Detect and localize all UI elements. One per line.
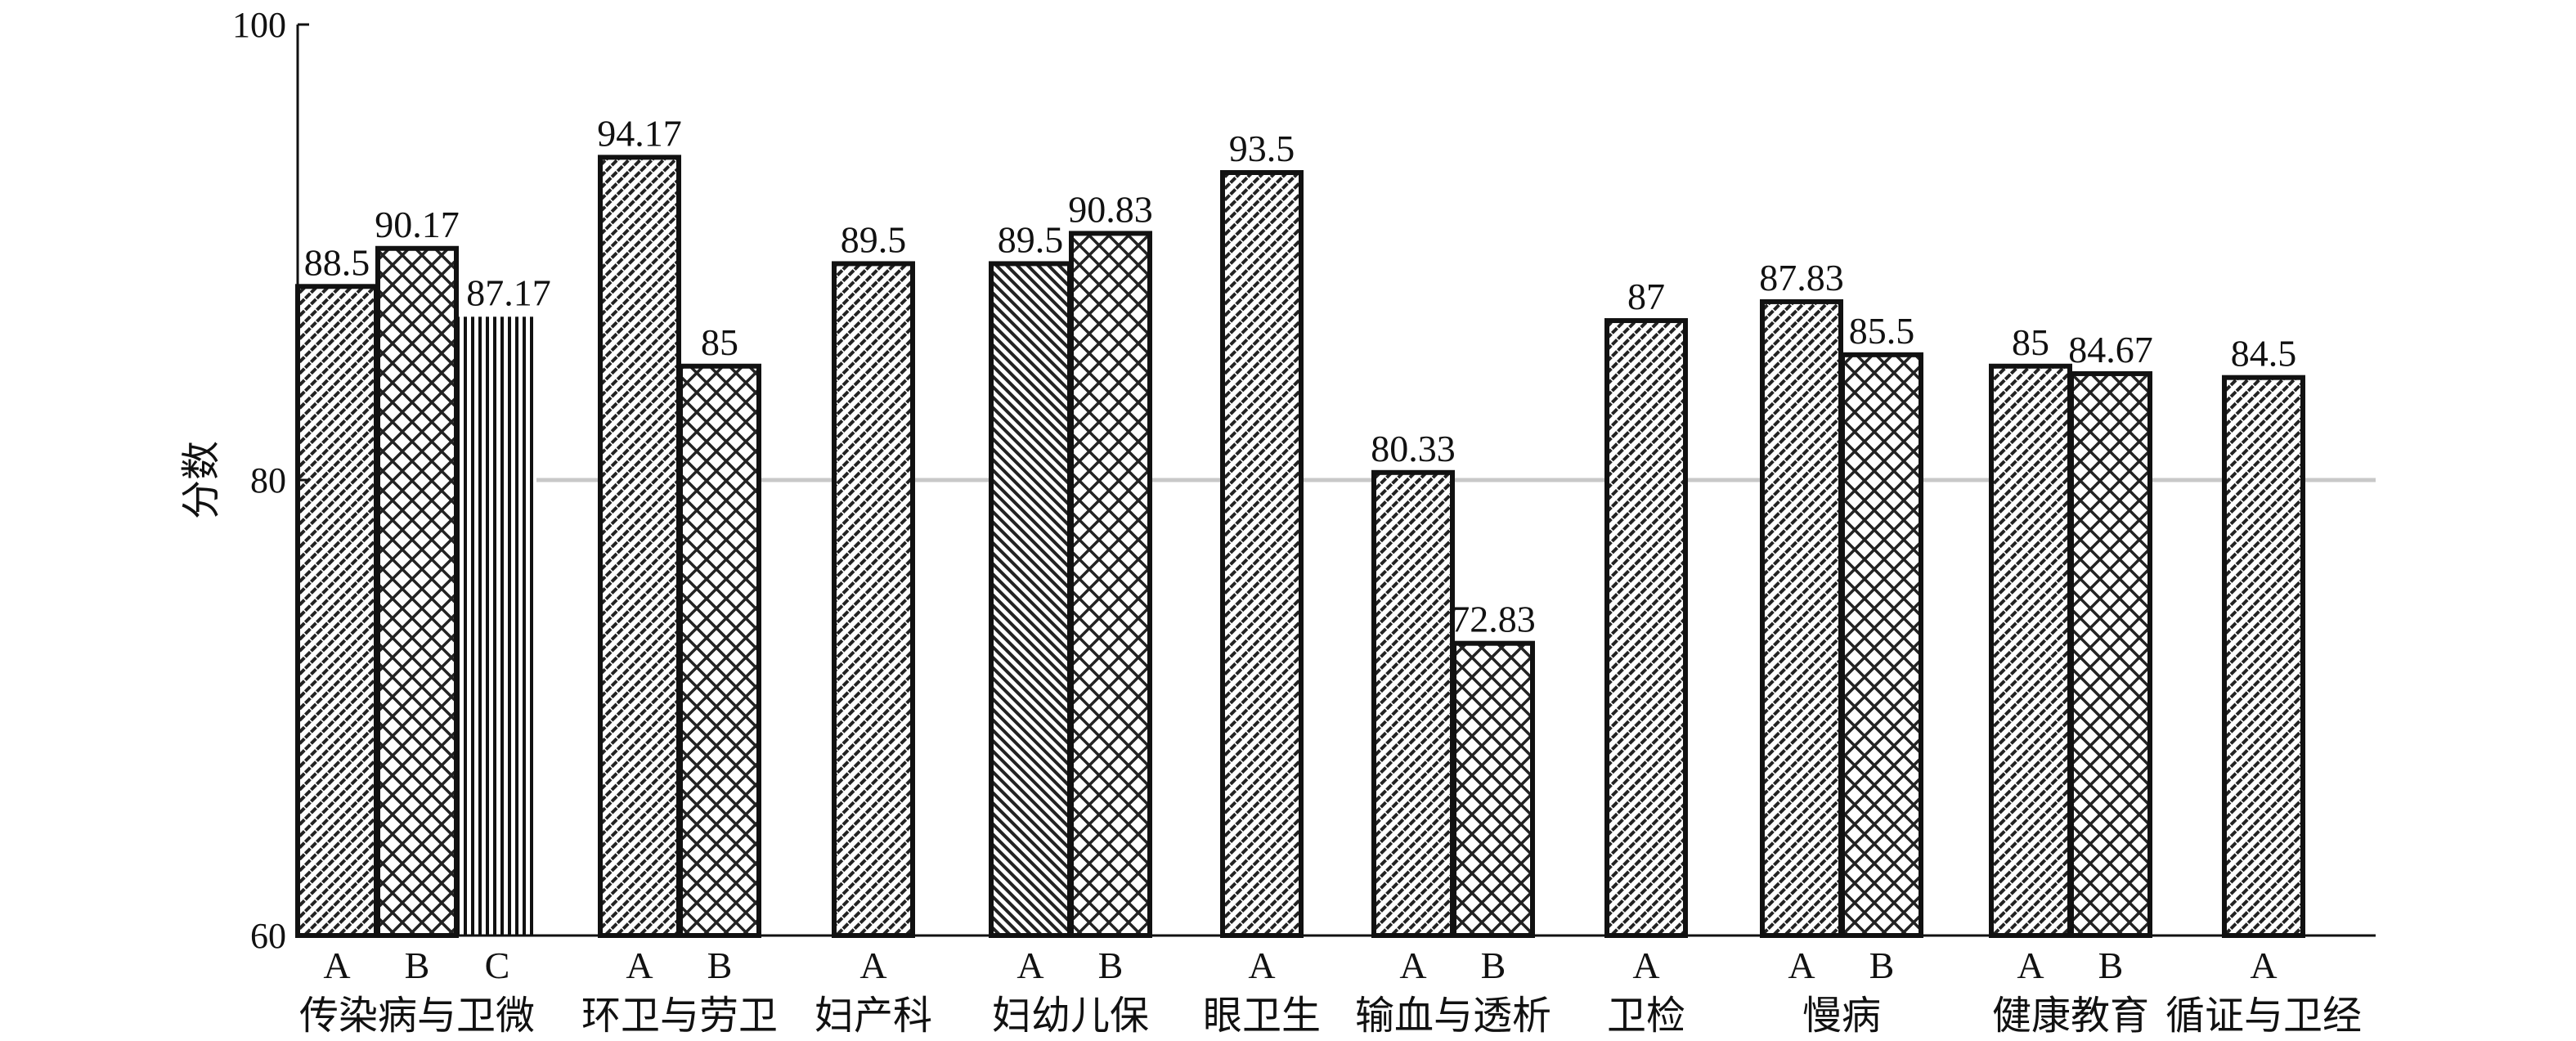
bar [2222,375,2305,938]
labels-layer: 88.5 A 90.17 B 87.17 C 传染病与卫微 94.17 A 85 B 环卫与劳卫 89.… [299,112,2362,1039]
axes-layer: 分数 [178,25,2376,937]
bar-value-label: 80.33 [1371,428,1456,469]
bar-value-label: 85.5 [1849,310,1915,352]
bar-series-label: B [1098,945,1124,986]
bar-series-label: A [626,945,653,986]
bar-series-label: B [707,945,733,986]
y-tick-label: 60 [250,916,286,956]
bar-series-label: A [2250,945,2277,986]
bar-value-label: 93.5 [1229,128,1295,169]
bar-value-label: 87.17 [466,271,551,313]
bar-value-label: 84.67 [2068,329,2153,370]
category-label: 妇幼儿保 [992,993,1149,1039]
bar [375,245,459,938]
bar-value-label: 94.17 [597,112,682,154]
bar-value-label: 87 [1627,276,1665,317]
bar-value-label: 88.5 [304,241,370,283]
category-label: 卫检 [1607,993,1685,1039]
bar [1069,231,1152,938]
bar [1371,469,1455,938]
bar-series-label: A [859,945,886,986]
bar [1840,352,1923,938]
category-label: 妇产科 [815,993,932,1039]
category-label: 输血与透析 [1355,993,1551,1039]
bar-series-label: A [1248,945,1275,986]
bar-series-label: A [323,945,350,986]
bar-value-label: 89.5 [841,218,907,260]
bar [678,363,761,938]
bar-series-label: A [1632,945,1659,986]
bar [1452,640,1535,938]
bar-value-label: 90.17 [375,204,460,245]
bar-value-label: 85 [2012,321,2049,363]
category-label: 循证与卫经 [2165,993,2362,1039]
bar-value-label: 84.5 [2231,333,2297,375]
bar [458,316,536,936]
bar [2069,370,2152,938]
category-label: 环卫与劳卫 [581,993,778,1039]
bar-value-label: 72.83 [1451,599,1536,640]
bar [1604,318,1688,938]
bar-series-label: B [1869,945,1895,986]
bar [1760,298,1843,938]
bar-value-label: 89.5 [998,218,1064,260]
bar [1220,170,1304,938]
bar-series-label: B [2098,945,2124,986]
bars-layer [295,155,2305,939]
bar-series-label: C [485,945,510,986]
category-label: 慢病 [1802,993,1881,1039]
y-ticks-layer: 60 80 100 [232,5,309,956]
bar [832,261,915,938]
y-tick-label: 80 [250,460,286,500]
bar-series-label: A [1788,945,1815,986]
bar [295,284,379,938]
bar [989,261,1072,938]
bar [1989,363,2072,938]
bar-value-label: 85 [701,321,738,363]
bar-series-label: B [405,945,430,986]
bar-value-label: 87.83 [1759,257,1844,298]
bar-series-label: A [1399,945,1426,986]
bar-series-label: A [1016,945,1043,986]
category-label: 传染病与卫微 [299,993,535,1039]
bar-value-label: 90.83 [1068,188,1153,230]
y-axis-label: 分数 [178,441,224,519]
category-label: 健康教育 [1992,993,2149,1039]
bar-series-label: A [2017,945,2044,986]
bar-series-label: B [1481,945,1506,986]
bar [598,155,681,939]
y-tick-label: 100 [232,5,286,45]
category-label: 眼卫生 [1203,993,1321,1039]
